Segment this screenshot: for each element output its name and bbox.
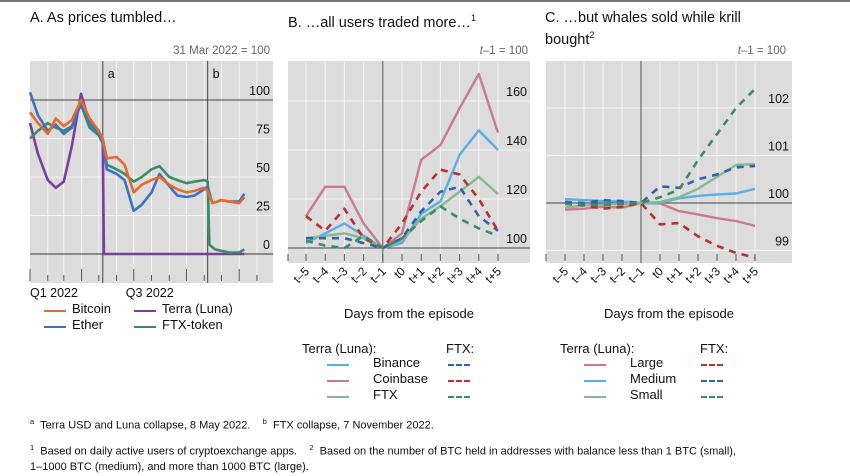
panel-a-title: A. As prices tumbled… — [30, 10, 177, 26]
x-tick-label: Q1 2022 — [30, 286, 78, 300]
x-tick-label: t–3 — [329, 264, 351, 286]
series-line-ftx-small — [564, 88, 756, 207]
x-tick-label: t–5 — [290, 264, 312, 286]
series-line-ftx-ftx — [305, 205, 499, 250]
legend-swatch-binance-terra — [327, 364, 349, 366]
series-line-ftx-medium — [564, 164, 756, 205]
y-tick-label: 25 — [256, 200, 270, 214]
series-line-bitcoin — [28, 98, 246, 205]
series-line-terra-luna-coinbase — [304, 72, 500, 250]
y-tick-label: 101 — [768, 140, 789, 154]
legend-swatch-medium-terra — [584, 380, 606, 382]
x-tick-label: t+5 — [482, 264, 504, 286]
panel-c-unit-note: t–1 = 100 — [737, 45, 786, 57]
x-tick-label: t0 — [649, 264, 666, 281]
series-line-terra-luna-binance — [305, 129, 499, 250]
y-tick-label: 75 — [256, 123, 270, 137]
footnote-events: a Terra USD and Luna collapse, 8 May 202… — [30, 417, 434, 432]
y-tick-label: 102 — [768, 92, 789, 106]
y-tick-label: 100 — [768, 187, 789, 201]
legend-swatch-ftx-token — [134, 326, 156, 328]
x-tick-label: t+5 — [739, 264, 761, 286]
legend-label-ether: Ether — [72, 317, 104, 332]
panel-c-x-axis-title: Days from the episode — [603, 306, 735, 321]
footnote-notes: 1 Based on daily active users of cryptoe… — [30, 443, 737, 473]
legend-swatch-coinbase-ftx — [448, 380, 470, 382]
x-tick-label: t+4 — [463, 264, 485, 286]
legend-group-ftx: FTX: — [700, 341, 729, 356]
y-tick-label: 120 — [506, 183, 527, 197]
panel-b-unit-note: t–1 = 100 — [479, 45, 528, 57]
legend-swatch-ftx-terra — [327, 396, 349, 398]
legend-label-ftx-token: FTX-token — [162, 317, 223, 332]
legend-swatch-ether — [44, 326, 66, 328]
y-tick-label: 100 — [249, 84, 270, 98]
legend-swatch-large-ftx — [701, 364, 723, 366]
legend-label-ftx: FTX — [373, 387, 398, 402]
legend-label-small: Small — [630, 387, 663, 402]
x-tick-label: t–1 — [625, 264, 647, 286]
x-tick-label: t–4 — [310, 264, 332, 286]
legend-label-coinbase: Coinbase — [373, 371, 428, 386]
x-tick-label: t–4 — [568, 264, 590, 286]
panel-b-x-axis-title: Days from the episode — [343, 306, 475, 321]
legend-swatch-large-terra — [584, 364, 606, 366]
legend-swatch-small-terra — [584, 396, 606, 398]
legend-swatch-medium-ftx — [701, 380, 723, 382]
legend-label-terra: Terra (Luna) — [162, 301, 233, 316]
x-tick-label: t–1 — [367, 264, 389, 286]
event-marker-label-a: a — [108, 67, 115, 81]
x-tick-label: Q3 2022 — [126, 286, 174, 300]
legend-group-terra: Terra (Luna): — [560, 341, 635, 356]
panel-b-title: B. …all users traded more…1 — [288, 13, 476, 31]
x-tick-label: t–2 — [348, 264, 370, 286]
event-marker-label-b: b — [213, 67, 220, 81]
legend-group-ftx: FTX: — [446, 341, 475, 356]
x-tick-label: t–3 — [587, 264, 609, 286]
x-tick-label: t+3 — [444, 264, 466, 286]
legend-group-terra: Terra (Luna): — [302, 341, 377, 356]
legend-label-large: Large — [630, 355, 664, 370]
y-tick-label: 0 — [263, 238, 270, 252]
legend-swatch-bitcoin — [44, 310, 66, 312]
series-line-terra-luna-ftx — [305, 175, 499, 250]
y-tick-label: 160 — [506, 85, 527, 99]
legend-label-medium: Medium — [630, 371, 677, 386]
x-tick-label: t–2 — [606, 264, 628, 286]
x-tick-label: t+1 — [405, 264, 427, 286]
panel-a-unit-note: 31 Mar 2022 = 100 — [173, 45, 270, 57]
legend-swatch-ftx-ftx — [448, 396, 470, 398]
y-tick-label: 50 — [256, 161, 270, 175]
y-tick-label: 100 — [506, 232, 527, 246]
series-line-ftx-coinbase — [305, 168, 500, 250]
x-tick-label: t+2 — [425, 264, 447, 286]
series-line-ftx-binance — [306, 185, 499, 250]
legend-swatch-small-ftx — [701, 396, 723, 398]
x-tick-label: t–5 — [549, 264, 571, 286]
legend-swatch-binance-ftx — [448, 364, 470, 366]
legend-label-binance: Binance — [373, 355, 420, 370]
y-tick-label: 99 — [775, 235, 789, 249]
panel-c-title: C. …but whales sold while krill bought2 — [545, 10, 741, 48]
legend-swatch-coinbase-terra — [327, 380, 349, 382]
x-tick-label: t0 — [391, 264, 408, 281]
legend-label-bitcoin: Bitcoin — [72, 301, 112, 316]
top-rule — [0, 0, 850, 2]
series-line-ftx-token — [29, 103, 245, 254]
legend-swatch-terra — [134, 310, 156, 312]
y-tick-label: 140 — [506, 134, 527, 148]
series-line-ftx-large — [564, 201, 756, 259]
panel-a-chart: 0 25 50 75 100 a b Q1 2022 Q3 2022 — [28, 61, 273, 300]
